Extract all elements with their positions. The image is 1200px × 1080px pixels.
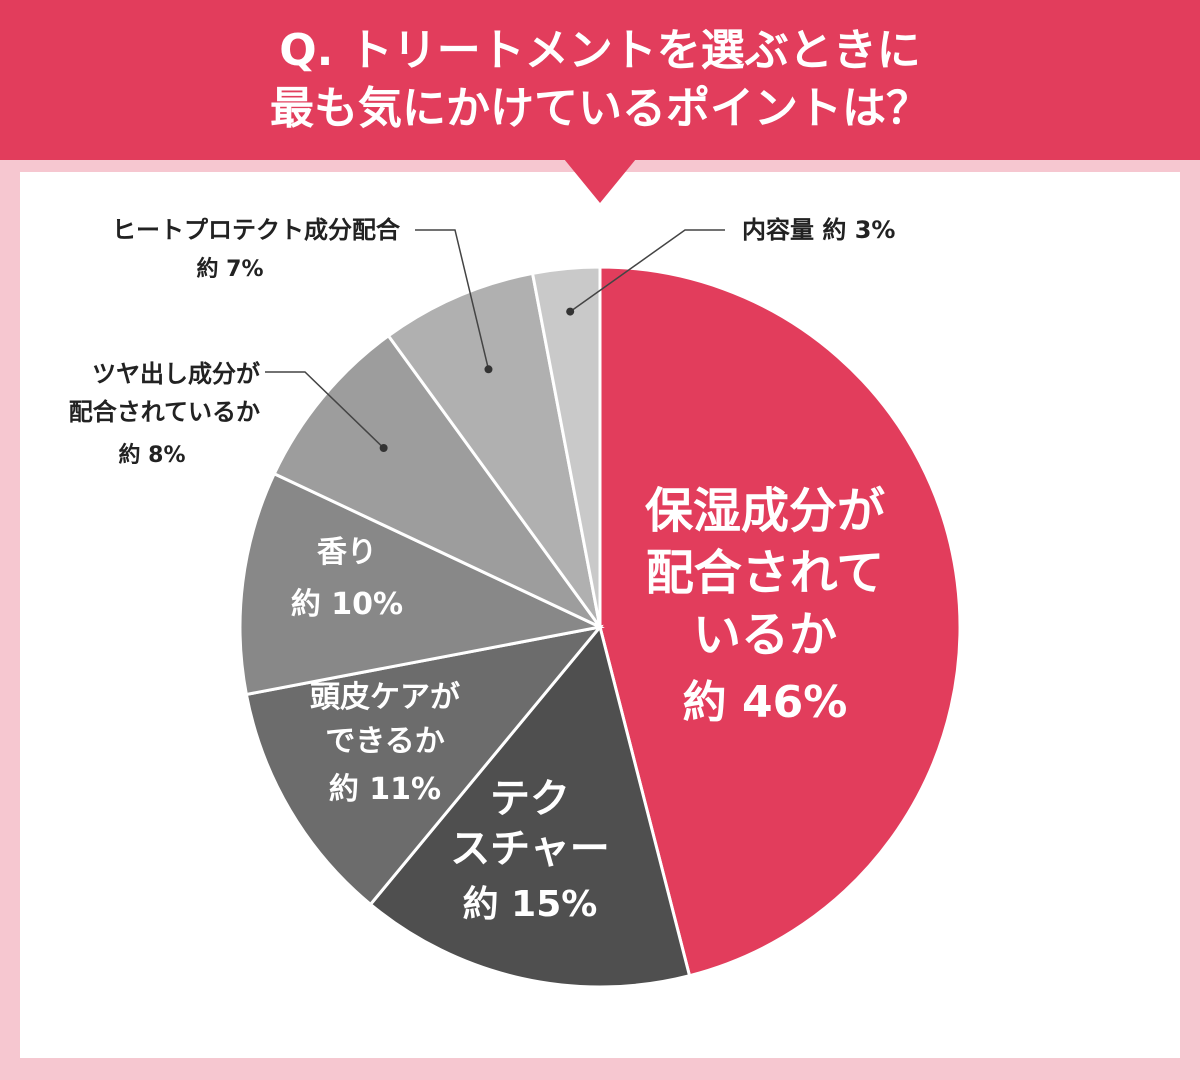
slice-4-label-line-1: 香り xyxy=(317,535,377,570)
slice-1-percent-label: 約 46% xyxy=(683,677,848,728)
slice-2-label-line-2: スチャー xyxy=(450,826,610,872)
slice-7-leader-line xyxy=(569,229,725,313)
slice-7-wedge xyxy=(530,265,602,628)
slice-6-wedge xyxy=(386,271,602,628)
slice-2-label-line-1: テク xyxy=(490,776,570,822)
slice-7-label: 内容量 約 3% xyxy=(742,216,895,244)
slice-4-percent-label: 約 10% xyxy=(291,587,403,622)
slice-1-label-line-3: いるか xyxy=(693,607,837,663)
banner-pointer xyxy=(564,159,636,203)
question-banner: Q. トリートメントを選ぶときに 最も気にかけているポイントは？ xyxy=(0,0,1200,160)
slice-5-wedge xyxy=(272,333,602,629)
slice-5-leader-dot xyxy=(379,444,388,453)
slice-5-label-line-1: ツヤ出し成分が xyxy=(92,360,260,388)
slice-3-label-line-2: できるか xyxy=(325,724,444,759)
slice-1-label-line-1: 保湿成分が xyxy=(645,483,885,539)
chart-panel: 保湿成分が 配合されて いるか約 46% テク スチャー約 15% 頭皮ケアが できるか約 … xyxy=(20,172,1180,1058)
slice-5-label-line-2: 配合されているか xyxy=(69,398,260,426)
slice-6-percent-label: 約 7% xyxy=(196,256,263,282)
question-title-line1: Q. トリートメントを選ぶときに xyxy=(279,25,921,76)
slice-3-percent-label: 約 11% xyxy=(329,772,441,807)
slice-6-leader-line xyxy=(415,229,490,370)
slice-3-wedge xyxy=(244,624,604,907)
slice-6-label-line-1: ヒートプロテクト成分配合 xyxy=(112,216,401,244)
slice-4-wedge xyxy=(238,471,605,697)
slice-1-wedge xyxy=(598,265,962,978)
slice-5-percent-label: 約 8% xyxy=(118,442,185,468)
slice-7-leader-dot xyxy=(566,307,575,316)
slice-5-leader-line xyxy=(265,371,385,449)
slice-2-percent-label: 約 15% xyxy=(463,884,598,925)
slice-3-label-line-1: 頭皮ケアが xyxy=(310,680,460,715)
question-title-line2: 最も気にかけているポイントは？ xyxy=(270,83,930,134)
slice-6-leader-dot xyxy=(484,365,493,374)
slice-2-wedge xyxy=(368,623,692,989)
slice-1-label-line-2: 配合されて xyxy=(646,545,885,601)
